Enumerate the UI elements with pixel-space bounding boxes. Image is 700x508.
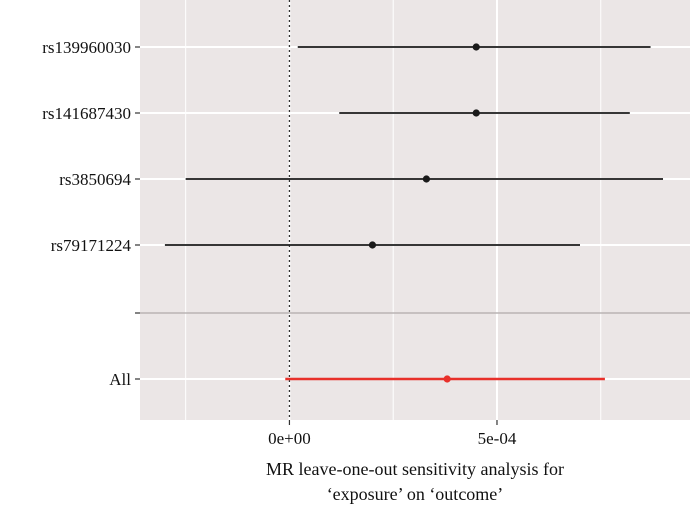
y-tick-label-rs3850694: rs3850694	[59, 170, 131, 189]
x-tick-label: 5e-04	[478, 429, 517, 448]
x-axis-title-line-2: ‘exposure’ on ‘outcome’	[327, 484, 504, 504]
x-tick-label: 0e+00	[268, 429, 311, 448]
x-axis-ticks: 0e+00 5e-04	[268, 420, 517, 448]
y-tick-label-rs141687430: rs141687430	[42, 104, 131, 123]
data-marks	[164, 43, 664, 383]
y-tick-label-rs139960030: rs139960030	[42, 38, 131, 57]
y-tick-label-All: All	[109, 370, 131, 389]
estimate-point-All	[443, 375, 451, 383]
y-axis-ticks: rs139960030 rs141687430 rs3850694 rs7917122…	[42, 38, 140, 389]
estimate-point-rs141687430	[472, 109, 480, 117]
y-tick-label-rs79171224: rs79171224	[51, 236, 132, 255]
estimate-point-rs79171224	[368, 241, 377, 249]
x-axis-title-line-1: MR leave-one-out sensitivity analysis fo…	[266, 459, 564, 479]
estimate-point-rs3850694	[422, 175, 431, 183]
estimate-point-rs139960030	[472, 43, 480, 51]
plot-panel	[140, 0, 690, 420]
